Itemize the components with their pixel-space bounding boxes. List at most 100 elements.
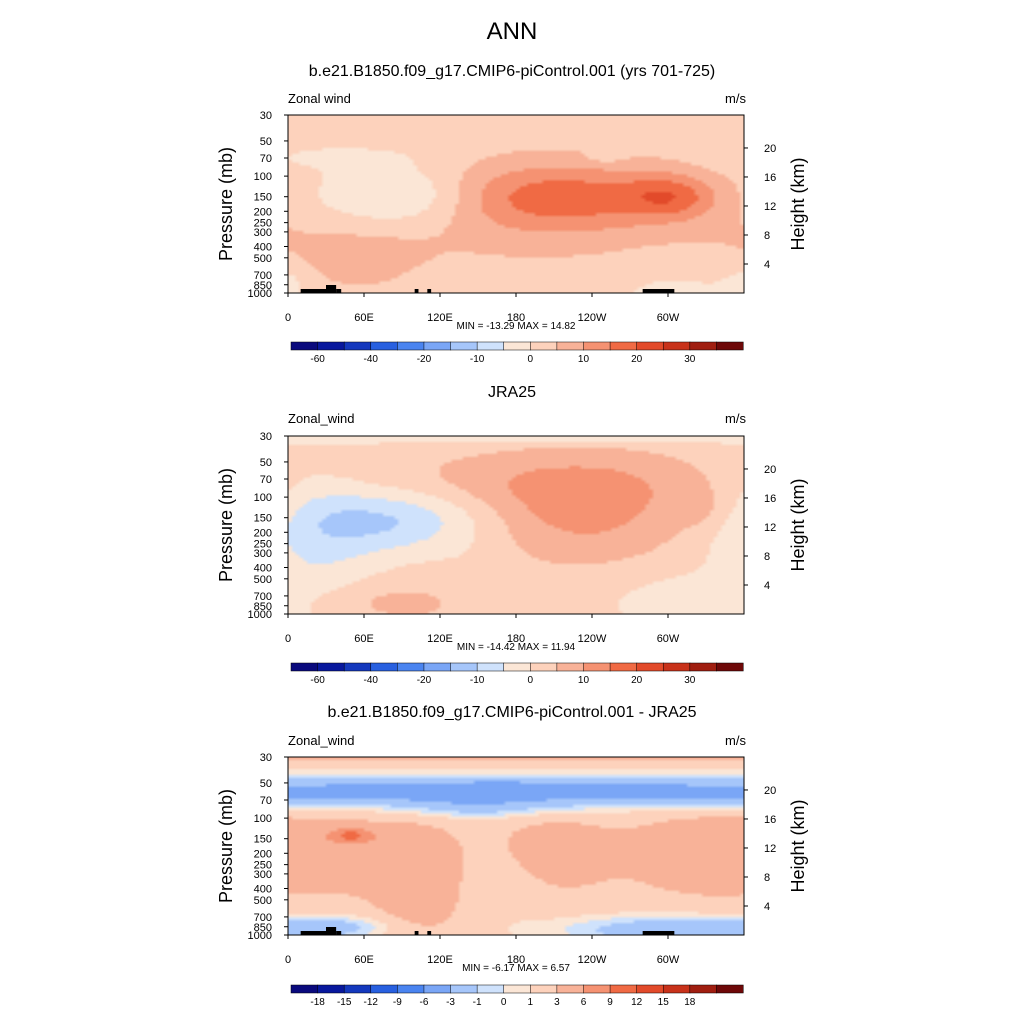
min-max-sep — [515, 642, 518, 653]
units-label: m/s — [725, 733, 746, 748]
panel-title: b.e21.B1850.f09_g17.CMIP6-piControl.001 … — [308, 63, 716, 80]
y-axis-label-right: Height (km) — [788, 478, 808, 571]
pressure-tick-label: 30 — [260, 752, 272, 764]
pressure-tick-label: 100 — [254, 492, 272, 504]
pressure-tick-label: 500 — [254, 895, 272, 907]
height-tick-label: 16 — [764, 814, 776, 826]
colorbar-label: -9 — [393, 997, 402, 1008]
colorbar-box — [583, 984, 611, 994]
min-label: MIN = -14.42 — [457, 642, 516, 653]
units-label: m/s — [725, 91, 746, 106]
colorbar-box — [476, 984, 505, 994]
pressure-tick-label: 300 — [254, 869, 272, 881]
colorbar-box — [662, 984, 691, 994]
height-tick-label: 8 — [764, 872, 770, 884]
pressure-tick-label: 850 — [254, 280, 272, 292]
colorbar-box — [609, 984, 638, 994]
lon-tick-label: 60E — [354, 633, 374, 645]
colorbar-box — [503, 662, 531, 672]
colorbar-box — [290, 662, 319, 672]
height-tick-label: 16 — [764, 172, 776, 184]
min-max-label: MIN = -6.17 MAX = 6.57 — [462, 963, 570, 974]
colorbar-label: -10 — [470, 354, 485, 365]
lon-tick-label: 120W — [578, 633, 607, 645]
colorbar-box — [317, 341, 345, 351]
colorbar-box — [370, 341, 398, 351]
pressure-tick-label: 70 — [260, 474, 272, 486]
colorbar-box — [343, 341, 372, 351]
pressure-tick-label: 400 — [254, 883, 272, 895]
colorbar-box — [370, 984, 398, 994]
colorbar-box — [689, 341, 717, 351]
colorbar-box — [662, 662, 691, 672]
pressure-tick-label: 150 — [254, 513, 272, 525]
colorbar-box — [530, 341, 558, 351]
height-tick-label: 20 — [764, 143, 776, 155]
max-label: MAX = 6.57 — [517, 963, 570, 974]
colorbar-label: 3 — [554, 997, 560, 1008]
colorbar-label: -10 — [470, 675, 485, 686]
colorbar-label: 20 — [631, 354, 643, 365]
colorbar-box — [689, 984, 717, 994]
colorbar-box — [450, 341, 478, 351]
colorbar-box — [370, 662, 398, 672]
colorbar-box — [530, 662, 558, 672]
colorbar-label: -1 — [473, 997, 482, 1008]
height-tick-label: 12 — [764, 522, 776, 534]
y-axis-label: Pressure (mb) — [216, 468, 236, 582]
lon-tick-label: 60E — [354, 954, 374, 966]
pressure-tick-label: 700 — [254, 270, 272, 282]
colorbar-box — [423, 662, 452, 672]
colorbar-box — [476, 341, 505, 351]
pressure-tick-label: 400 — [254, 562, 272, 574]
pressure-tick-label: 700 — [254, 912, 272, 924]
pressure-tick-label: 50 — [260, 778, 272, 790]
colorbar-label: 18 — [684, 997, 696, 1008]
lon-tick-label: 0 — [285, 312, 291, 324]
min-max-sep — [515, 963, 518, 974]
colorbar-label: -12 — [364, 997, 379, 1008]
pressure-tick-label: 1000 — [248, 288, 272, 300]
colorbar-label: 12 — [631, 997, 643, 1008]
y-axis-label: Pressure (mb) — [216, 789, 236, 903]
colorbar-label: 0 — [528, 675, 534, 686]
colorbar-box — [503, 984, 531, 994]
colorbar-box — [662, 341, 691, 351]
pressure-tick-label: 150 — [254, 192, 272, 204]
min-max-label: MIN = -13.29 MAX = 14.82 — [457, 321, 576, 332]
colorbar-label: -20 — [417, 675, 432, 686]
pressure-tick-label: 1000 — [248, 609, 272, 621]
main-title: ANN — [486, 18, 538, 45]
lon-tick-label: 0 — [285, 633, 291, 645]
colorbar-label: -60 — [310, 354, 325, 365]
colorbar-box — [423, 341, 452, 351]
colorbar-label: -40 — [364, 675, 379, 686]
colorbar-box — [716, 984, 744, 994]
pressure-tick-label: 850 — [254, 922, 272, 934]
pressure-tick-label: 250 — [254, 860, 272, 872]
height-tick-label: 16 — [764, 493, 776, 505]
y-axis-label-right: Height (km) — [788, 157, 808, 250]
pressure-tick-label: 100 — [254, 813, 272, 825]
pressure-tick-label: 200 — [254, 206, 272, 218]
y-axis-label-right: Height (km) — [788, 799, 808, 892]
lon-tick-label: 60E — [354, 312, 374, 324]
colorbar-label: -18 — [310, 997, 325, 1008]
colorbar-label: -60 — [310, 675, 325, 686]
colorbar-box — [689, 662, 717, 672]
pressure-tick-label: 200 — [254, 848, 272, 860]
pressure-tick-label: 30 — [260, 110, 272, 122]
height-tick-label: 4 — [764, 901, 770, 913]
colorbar-label: 15 — [658, 997, 670, 1008]
colorbar-box — [583, 341, 611, 351]
panel-title: b.e21.B1850.f09_g17.CMIP6-piControl.001 … — [327, 704, 697, 721]
colorbar-box — [397, 984, 425, 994]
colorbar-label: 30 — [684, 675, 696, 686]
colorbar-box — [290, 984, 319, 994]
colorbar-box — [716, 341, 744, 351]
colorbar-box — [343, 984, 372, 994]
lon-tick-label: 180 — [507, 954, 525, 966]
colorbar-box — [450, 984, 478, 994]
colorbar-box — [636, 341, 664, 351]
colorbar-box — [423, 984, 452, 994]
